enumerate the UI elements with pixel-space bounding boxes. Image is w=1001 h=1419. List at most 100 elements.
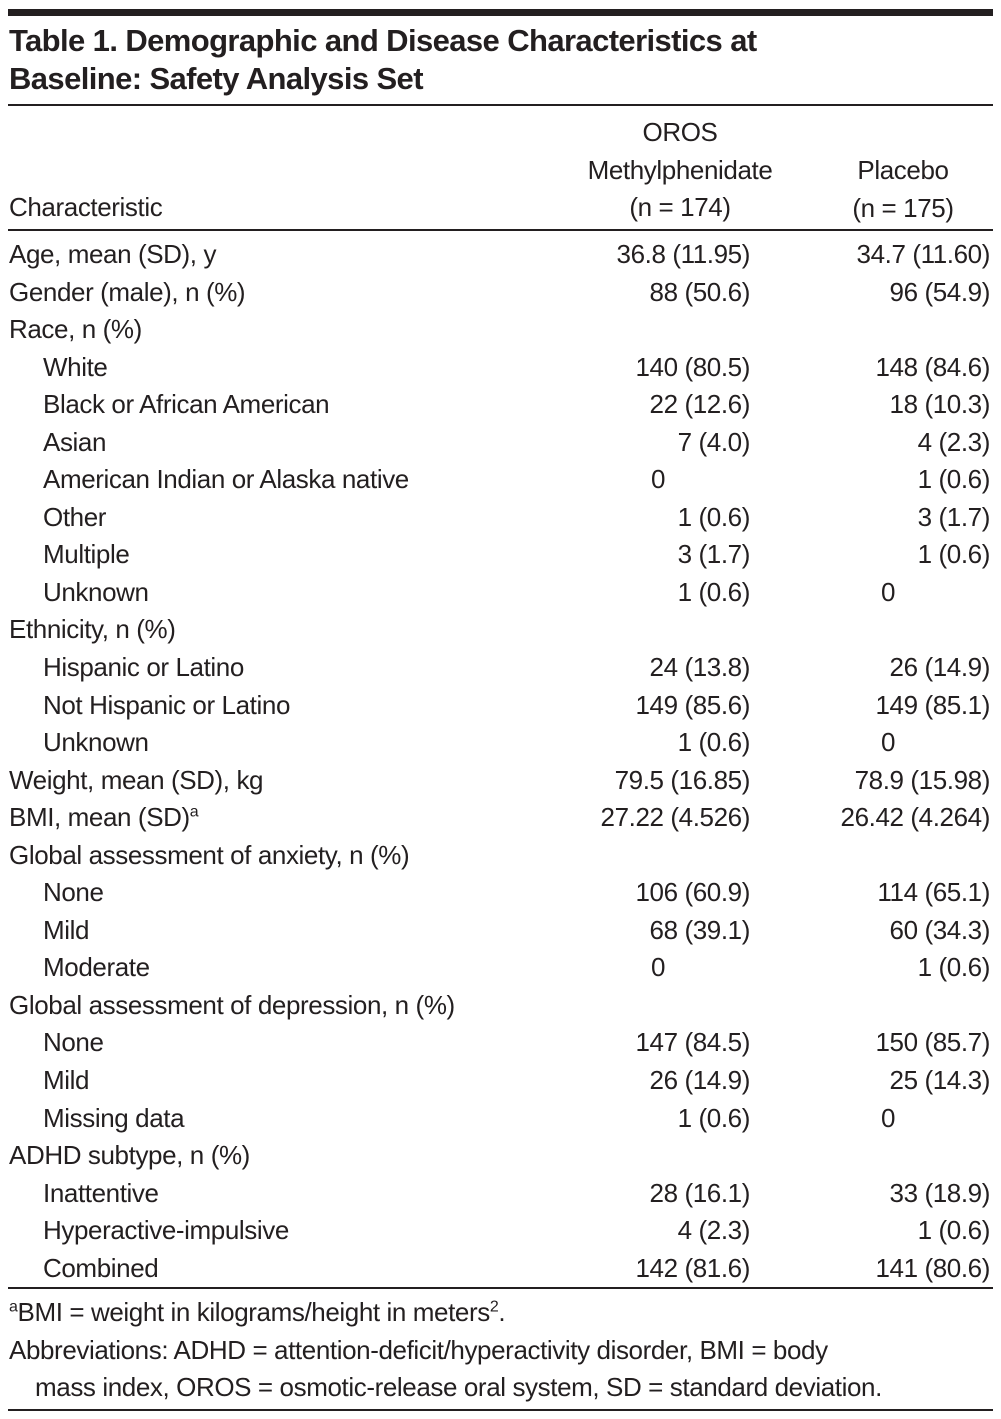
- row-label-text: Gender (male), n (%): [9, 276, 246, 307]
- table-row-subitem: Mild 26 (14.9) 25 (14.3): [0, 1062, 1001, 1100]
- table-title: Table 1. Demographic and Disease Charact…: [9, 22, 969, 98]
- table-row-subitem: American Indian or Alaska native 0 1 (0.6): [0, 461, 1001, 499]
- cell-placebo: 148 (84.6): [875, 351, 990, 382]
- cell-oros: 147 (84.5): [635, 1027, 750, 1058]
- cell-placebo: 26.42 (4.264): [840, 802, 991, 833]
- cell-placebo: 1 (0.6): [917, 952, 991, 983]
- row-label: White: [43, 349, 108, 387]
- cell-oros: 140 (80.5): [635, 351, 750, 382]
- cell-oros: 106 (60.9): [635, 877, 750, 908]
- row-label-text: Other: [43, 501, 107, 532]
- cell-oros: 0: [650, 952, 665, 983]
- row-label-text: White: [43, 351, 108, 382]
- cell-placebo: 0: [880, 576, 895, 607]
- row-label: None: [43, 1024, 104, 1062]
- cell-placebo: 0: [880, 1102, 895, 1133]
- row-label-text: Global assessment of anxiety, n (%): [9, 839, 410, 870]
- cell-placebo: 26 (14.9): [889, 652, 991, 683]
- column-header-characteristic: Characteristic: [9, 192, 163, 222]
- cell-oros: 24 (13.8): [649, 652, 751, 683]
- row-label: Black or African American: [43, 386, 330, 424]
- table-row: Race, n (%): [0, 311, 1001, 349]
- table-row-subitem: Black or African American 22 (12.6) 18 (10…: [0, 386, 1001, 424]
- cell-placebo: 4 (2.3): [917, 426, 991, 457]
- row-label-text: Moderate: [43, 952, 150, 983]
- row-label-text: Age, mean (SD), y: [9, 239, 217, 269]
- table-row-subitem: None 106 (60.9) 114 (65.1): [0, 874, 1001, 912]
- cell-placebo: 3 (1.7): [917, 501, 991, 532]
- row-label-text: Hispanic or Latino: [43, 652, 244, 683]
- cell-oros: 36.8 (11.95): [616, 239, 751, 269]
- row-label: Age, mean (SD), y: [9, 236, 216, 274]
- table-row-subitem: Hispanic or Latino 24 (13.8) 26 (14.9): [0, 649, 1001, 687]
- table-title-line-1: Table 1. Demographic and Disease Charact…: [9, 23, 757, 58]
- row-label-text: Unknown: [43, 727, 149, 758]
- table-row-subitem: Unknown 1 (0.6) 0: [0, 574, 1001, 612]
- cell-oros: 88 (50.6): [649, 276, 751, 307]
- column-header-placebo: Placebo (n = 175): [808, 152, 998, 227]
- row-label-text: Mild: [43, 914, 90, 945]
- row-label: Not Hispanic or Latino: [43, 687, 290, 725]
- table-row-subitem: Unknown 1 (0.6) 0: [0, 724, 1001, 762]
- table-row: BMI, mean (SD)a 27.22 (4.526) 26.42 (4.264…: [0, 799, 1001, 837]
- table-row: Global assessment of anxiety, n (%): [0, 837, 1001, 875]
- table-title-line-2: Baseline: Safety Analysis Set: [9, 61, 424, 96]
- footnote-a-marker: a: [9, 1298, 18, 1316]
- cell-placebo: 96 (54.9): [889, 276, 991, 307]
- cell-oros: 7 (4.0): [677, 426, 751, 457]
- row-label: None: [43, 874, 104, 912]
- row-label: Mild: [43, 1062, 89, 1100]
- row-label: Other: [43, 499, 106, 537]
- cell-oros: 4 (2.3): [677, 1215, 751, 1246]
- cell-oros: 22 (12.6): [649, 389, 751, 420]
- cell-placebo: 114 (65.1): [877, 877, 990, 908]
- cell-oros: 0: [650, 464, 665, 495]
- table-body: Age, mean (SD), y 36.8 (11.95) 34.7 (11.60…: [0, 236, 1001, 1287]
- cell-oros: 79.5 (16.85): [614, 764, 751, 795]
- row-label: Gender (male), n (%): [9, 274, 246, 312]
- cell-oros: 142 (81.6): [635, 1252, 750, 1283]
- row-label-footnote-marker: a: [189, 803, 199, 821]
- row-label-text: Inattentive: [43, 1177, 159, 1208]
- row-label: Multiple: [43, 536, 130, 574]
- row-label-text: BMI, mean (SD): [9, 802, 190, 833]
- header-top-rule: [8, 104, 993, 106]
- row-label-text: Unknown: [43, 576, 149, 607]
- row-label-text: Global assessment of depression, n (%): [9, 989, 455, 1020]
- cell-oros: 1 (0.6): [677, 727, 751, 758]
- table-row: Global assessment of depression, n (%): [0, 987, 1001, 1025]
- column-header-oros-line-1: OROS: [642, 117, 718, 147]
- table-row-subitem: Mild 68 (39.1) 60 (34.3): [0, 912, 1001, 950]
- row-label: Mild: [43, 912, 89, 950]
- footnote-abbreviations-line-2: mass index, OROS = osmotic-release oral …: [35, 1372, 882, 1402]
- row-label-text: Missing data: [43, 1102, 185, 1133]
- row-label-text: Black or African American: [43, 389, 330, 420]
- row-label: Missing data: [43, 1100, 185, 1138]
- row-label-text: Ethnicity, n (%): [9, 614, 176, 645]
- table-row-subitem: Moderate 0 1 (0.6): [0, 949, 1001, 987]
- row-label: Unknown: [43, 724, 149, 762]
- cell-oros: 1 (0.6): [677, 501, 751, 532]
- row-label: Inattentive: [43, 1175, 159, 1213]
- row-label-text: Weight, mean (SD), kg: [9, 764, 264, 795]
- row-label: Hispanic or Latino: [43, 649, 244, 687]
- row-label: Hyperactive-impulsive: [43, 1212, 289, 1250]
- column-header-oros-line-2: Methylphenidate: [587, 154, 773, 185]
- table-row-subitem: Multiple 3 (1.7) 1 (0.6): [0, 536, 1001, 574]
- row-label-text: ADHD subtype, n (%): [9, 1140, 250, 1171]
- row-label: American Indian or Alaska native: [43, 461, 409, 499]
- table-row-subitem: White 140 (80.5) 148 (84.6): [0, 349, 1001, 387]
- table-row: Weight, mean (SD), kg 79.5 (16.85) 78.9 (1…: [0, 762, 1001, 800]
- cell-placebo: 1 (0.6): [917, 464, 991, 495]
- row-label: Global assessment of anxiety, n (%): [9, 837, 410, 875]
- row-label-text: Asian: [43, 426, 107, 457]
- row-label-text: Race, n (%): [9, 314, 142, 345]
- row-label-text: None: [43, 877, 104, 908]
- header-bottom-rule: [8, 229, 993, 231]
- table-row: Gender (male), n (%) 88 (50.6) 96 (54.9): [0, 274, 1001, 312]
- cell-placebo: 18 (10.3): [889, 389, 991, 420]
- column-header-oros-n: (n = 174): [629, 192, 731, 222]
- cell-placebo: 0: [880, 727, 895, 758]
- cell-placebo: 33 (18.9): [889, 1177, 991, 1208]
- cell-oros: 1 (0.6): [677, 576, 751, 607]
